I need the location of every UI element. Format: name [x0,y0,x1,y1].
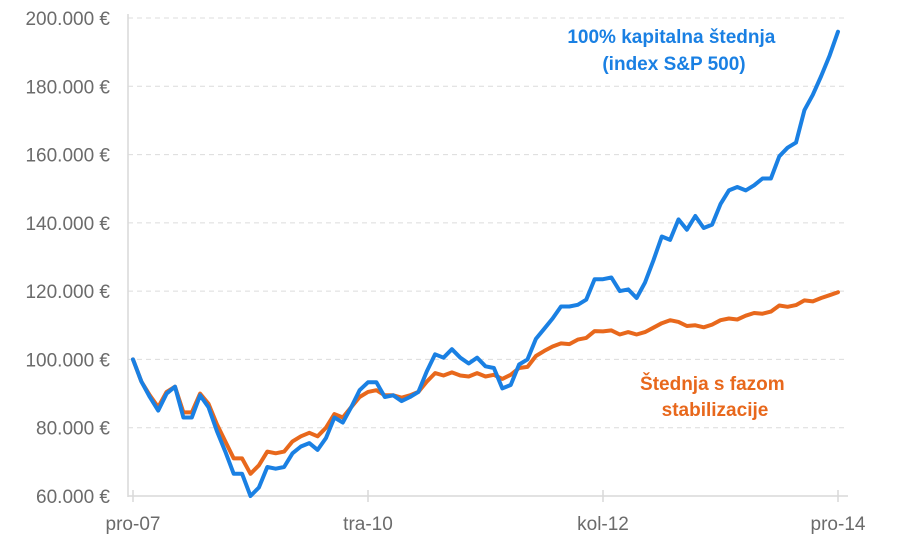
series-lines [131,29,840,498]
y-axis-labels: 60.000 € 80.000 € 100.000 € 120.000 € 140.00… [25,9,110,508]
x-tick-label: kol-12 [577,514,629,535]
x-axis-labels: pro-07 tra-10 kol-12 pro-14 [106,514,866,535]
series-label-stabilization: Štednja s fazom stabilizacije [640,373,790,421]
y-tick-label: 60.000 € [36,487,110,508]
series-line-sp500 [131,29,840,498]
y-tick-label: 200.000 € [25,9,110,30]
y-tick-label: 160.000 € [25,146,110,167]
x-tick-label: pro-07 [106,514,161,535]
axes [127,14,848,502]
x-tick-label: tra-10 [343,514,393,535]
y-tick-label: 120.000 € [25,282,110,303]
y-tick-label: 140.000 € [25,214,110,235]
series-label-sp500: 100% kapitalna štednja (index S&P 500) [567,27,780,75]
x-tick-label: pro-14 [811,514,866,535]
y-tick-label: 80.000 € [36,419,110,440]
y-tick-label: 180.000 € [25,77,110,98]
series-line-stabilization [131,290,840,476]
gridlines [128,17,848,429]
y-tick-label: 100.000 € [25,350,110,371]
